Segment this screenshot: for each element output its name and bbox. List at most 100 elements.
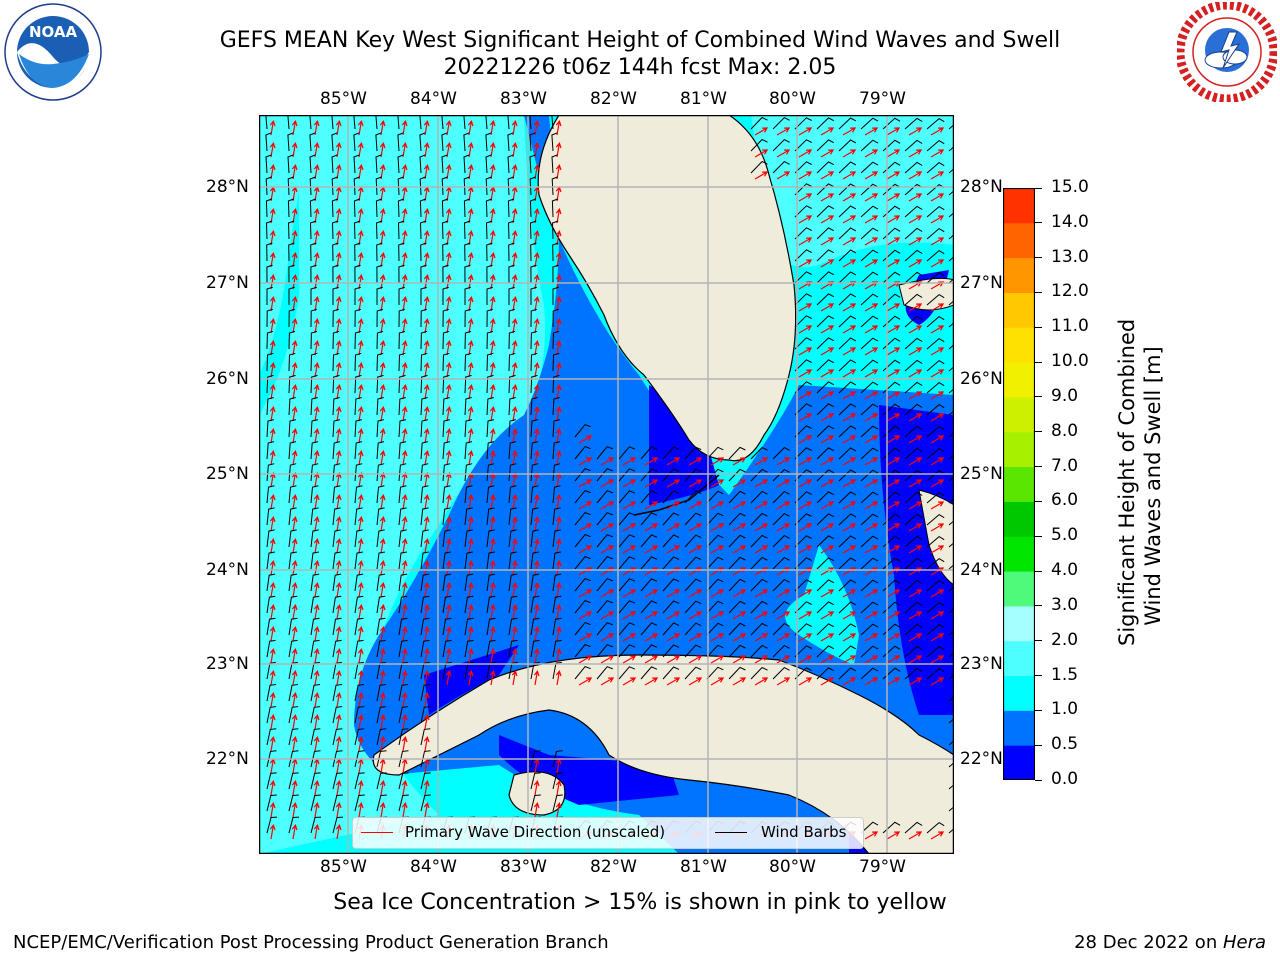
wave-direction-arrow bbox=[908, 501, 923, 510]
wave-direction-arrow bbox=[578, 677, 593, 686]
wave-direction-arrow bbox=[533, 581, 540, 598]
wind-barb bbox=[265, 176, 272, 196]
wind-barb bbox=[816, 139, 835, 152]
wave-direction-arrow bbox=[423, 647, 430, 664]
colorbar-segment bbox=[1003, 536, 1035, 572]
wind-barb bbox=[354, 264, 361, 284]
wind-barb bbox=[309, 198, 317, 218]
wind-barb bbox=[684, 512, 702, 526]
wave-direction-arrow bbox=[357, 295, 364, 312]
wind-barb bbox=[398, 485, 407, 504]
wave-direction-arrow bbox=[600, 523, 615, 532]
wind-barb bbox=[574, 666, 591, 680]
wave-direction-arrow bbox=[269, 119, 276, 136]
wave-direction-arrow bbox=[291, 625, 298, 642]
wind-barb bbox=[794, 271, 812, 284]
wave-direction-arrow bbox=[357, 779, 364, 796]
wind-barb bbox=[794, 491, 812, 504]
wind-barb bbox=[904, 623, 923, 636]
wave-direction-arrow bbox=[379, 339, 386, 356]
wave-direction-arrow bbox=[379, 669, 386, 686]
wave-direction-arrow bbox=[401, 647, 408, 664]
wind-barb bbox=[266, 397, 274, 416]
wind-barb bbox=[860, 205, 879, 218]
wave-direction-arrow bbox=[313, 339, 320, 356]
wind-barb bbox=[904, 579, 923, 592]
wave-direction-arrow bbox=[710, 479, 725, 488]
wave-direction-arrow bbox=[798, 127, 813, 136]
colorbar-segment bbox=[1003, 222, 1035, 259]
wave-direction-arrow bbox=[886, 435, 901, 444]
wind-barb bbox=[486, 507, 495, 526]
wave-direction-arrow bbox=[291, 691, 298, 708]
wave-direction-arrow bbox=[798, 567, 813, 576]
lon-label-bottom-79w: 79°W bbox=[859, 857, 906, 877]
wave-direction-arrow bbox=[820, 347, 835, 356]
wind-barb bbox=[860, 227, 879, 240]
wind-barb bbox=[794, 205, 812, 218]
wind-barb bbox=[816, 161, 835, 174]
wave-direction-arrow bbox=[313, 405, 320, 422]
wind-barb bbox=[310, 639, 320, 658]
wave-direction-arrow bbox=[820, 523, 835, 532]
wave-direction-arrow bbox=[688, 545, 703, 554]
wave-direction-arrow bbox=[423, 625, 430, 642]
wind-barb bbox=[420, 485, 429, 504]
wind-barb bbox=[376, 794, 387, 812]
wind-barb bbox=[640, 468, 658, 482]
wave-direction-arrow bbox=[666, 633, 681, 642]
wave-direction-arrow bbox=[820, 369, 835, 378]
wind-barb bbox=[464, 397, 472, 416]
wave-direction-arrow bbox=[533, 119, 540, 136]
wind-barb bbox=[266, 441, 275, 460]
graticule bbox=[259, 115, 954, 854]
lat-label-right-22n: 22°N bbox=[960, 749, 1003, 769]
wave-direction-arrow bbox=[313, 229, 320, 246]
wave-direction-arrow bbox=[489, 515, 496, 532]
wave-direction-arrow bbox=[379, 427, 386, 444]
wave-direction-arrow bbox=[335, 691, 342, 708]
wind-barb bbox=[904, 381, 923, 394]
wave-direction-arrow bbox=[269, 383, 276, 400]
wave-direction-arrow bbox=[313, 647, 320, 664]
wind-barb bbox=[552, 551, 561, 570]
wind-barb bbox=[838, 579, 857, 592]
wind-barb bbox=[904, 403, 923, 416]
wave-direction-arrow bbox=[269, 251, 276, 268]
wind-barb bbox=[288, 419, 297, 438]
wave-direction-arrow bbox=[335, 295, 342, 312]
wave-direction-arrow bbox=[511, 427, 518, 444]
wave-direction-arrow bbox=[600, 545, 615, 554]
wind-barb bbox=[662, 600, 680, 614]
wave-direction-arrow bbox=[864, 215, 879, 224]
wave-direction-arrow bbox=[335, 625, 342, 642]
colorbar-tick-mark bbox=[1035, 326, 1042, 328]
wind-barb bbox=[332, 242, 339, 262]
wave-direction-arrow bbox=[291, 647, 298, 664]
wind-barb bbox=[287, 176, 294, 196]
wind-barb bbox=[442, 397, 450, 416]
wave-direction-arrow bbox=[908, 237, 923, 246]
wave-direction-arrow bbox=[269, 537, 276, 554]
wind-barb bbox=[750, 534, 768, 548]
wind-barb bbox=[816, 667, 835, 680]
wind-barb bbox=[794, 403, 812, 416]
wind-barb bbox=[463, 154, 470, 174]
wave-direction-arrow bbox=[555, 471, 562, 488]
wind-barb bbox=[860, 183, 879, 196]
wave-direction-arrow bbox=[291, 405, 298, 422]
wave-direction-arrow bbox=[930, 677, 945, 686]
wave-direction-arrow bbox=[269, 427, 276, 444]
wave-direction-arrow bbox=[908, 677, 923, 686]
wind-barb bbox=[728, 600, 746, 614]
wave-direction-arrow bbox=[445, 559, 452, 576]
wave-direction-arrow bbox=[467, 559, 474, 576]
wind-barb bbox=[750, 556, 768, 570]
wave-direction-arrow bbox=[467, 273, 474, 290]
wind-barb bbox=[838, 557, 857, 570]
chart-title-line2: 20221226 t06z 144h fcst Max: 2.05 bbox=[443, 55, 837, 80]
colorbar-tick-label: 3.0 bbox=[1051, 594, 1079, 615]
wind-barb bbox=[354, 706, 365, 724]
wave-direction-arrow bbox=[578, 435, 593, 444]
wind-barb bbox=[486, 617, 496, 636]
